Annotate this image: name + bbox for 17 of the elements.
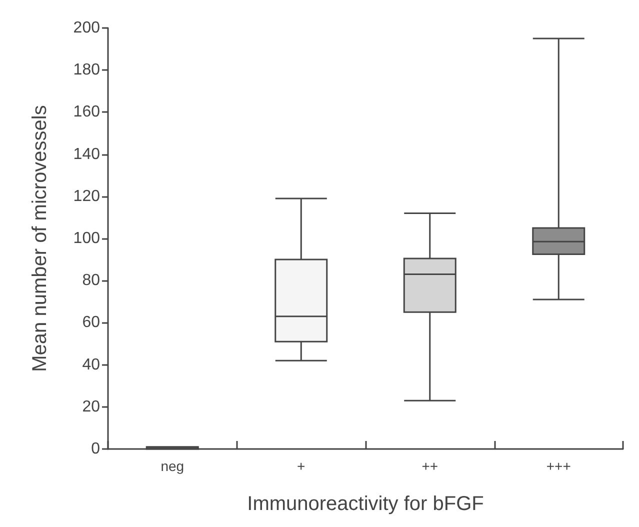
x-tick-label: neg [160,458,184,474]
y-tick-label: 100 [73,230,100,247]
y-tick-label: 140 [73,146,100,163]
y-tick-label: 200 [73,20,100,36]
y-axis-title: Mean number of microvessels [29,105,51,372]
x-tick-label: + [297,458,306,474]
y-tick-label: 80 [82,272,100,290]
y-tick-label: 40 [82,356,100,374]
x-tick-label: ++ [422,458,438,474]
y-tick-label: 160 [73,104,100,121]
y-tick-label: 180 [73,62,100,79]
y-tick-label: 20 [82,398,100,416]
x-tick-label: +++ [546,458,571,474]
y-tick-label: 0 [91,440,100,458]
y-tick-label: 120 [73,188,100,205]
y-tick-label: 60 [82,314,100,332]
x-axis-title: Immunoreactivity for bFGF [247,493,484,515]
